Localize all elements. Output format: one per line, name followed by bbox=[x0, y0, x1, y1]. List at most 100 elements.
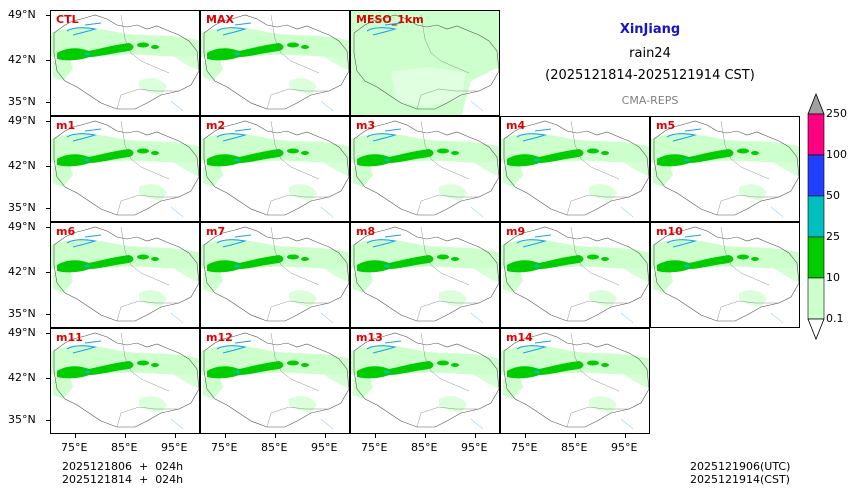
latitude-tick bbox=[46, 314, 50, 315]
longitude-label: 85°E bbox=[111, 441, 138, 454]
map-panel-m7: m7 bbox=[200, 222, 350, 328]
panel-label: m4 bbox=[506, 119, 526, 132]
longitude-tick bbox=[325, 434, 326, 438]
longitude-label: 75°E bbox=[361, 441, 388, 454]
precip-map bbox=[351, 226, 499, 324]
precip-map bbox=[651, 120, 799, 218]
precip-map bbox=[201, 226, 349, 324]
map-panel-m9: m9 bbox=[500, 222, 650, 328]
map-panel-m11: m11 bbox=[50, 328, 200, 434]
longitude-tick bbox=[475, 434, 476, 438]
longitude-label: 75°E bbox=[511, 441, 538, 454]
map-panel-m5: m5 bbox=[650, 116, 800, 222]
panel-label: m5 bbox=[656, 119, 676, 132]
panel-label: m3 bbox=[356, 119, 376, 132]
precip-map bbox=[501, 226, 649, 324]
panel-label: m2 bbox=[206, 119, 226, 132]
precip-map bbox=[501, 332, 649, 430]
longitude-label: 75°E bbox=[211, 441, 238, 454]
precip-map bbox=[51, 120, 199, 218]
precip-map bbox=[201, 120, 349, 218]
colorbar-segment bbox=[807, 277, 825, 320]
longitude-label: 95°E bbox=[461, 441, 488, 454]
map-panel-m13: m13 bbox=[350, 328, 500, 434]
panel-label: m1 bbox=[56, 119, 76, 132]
latitude-label: 42°N bbox=[8, 159, 36, 172]
latitude-label: 42°N bbox=[8, 265, 36, 278]
longitude-tick bbox=[75, 434, 76, 438]
precip-map bbox=[51, 14, 199, 112]
latitude-tick bbox=[46, 272, 50, 273]
longitude-tick bbox=[125, 434, 126, 438]
map-panel-m2: m2 bbox=[200, 116, 350, 222]
latitude-label: 49°N bbox=[8, 114, 36, 127]
longitude-label: 95°E bbox=[611, 441, 638, 454]
colorbar-level-label: 10 bbox=[826, 271, 840, 284]
colorbar-level-label: 250 bbox=[826, 107, 847, 120]
map-panel-m10: m10 bbox=[650, 222, 800, 328]
footer-utc: 2025121906(UTC) bbox=[690, 460, 791, 473]
latitude-label: 35°N bbox=[8, 307, 36, 320]
colorbar-level-label: 100 bbox=[826, 148, 847, 161]
footer-cst: 2025121914(CST) bbox=[690, 473, 790, 486]
colorbar-level-label: 25 bbox=[826, 230, 840, 243]
colorbar-level-label: 50 bbox=[826, 189, 840, 202]
latitude-tick bbox=[46, 166, 50, 167]
map-panel-m3: m3 bbox=[350, 116, 500, 222]
longitude-label: 85°E bbox=[561, 441, 588, 454]
panel-label: m7 bbox=[206, 225, 226, 238]
longitude-tick bbox=[275, 434, 276, 438]
panel-label: m9 bbox=[506, 225, 526, 238]
period-title: (2025121814-2025121914 CST) bbox=[545, 68, 755, 83]
panel-label: MAX bbox=[206, 13, 234, 26]
latitude-tick bbox=[46, 60, 50, 61]
footer-valid: 2025121814 + 024h bbox=[62, 473, 184, 486]
map-panel-m6: m6 bbox=[50, 222, 200, 328]
latitude-label: 49°N bbox=[8, 220, 36, 233]
map-panel-ctl: CTL bbox=[50, 10, 200, 116]
latitude-label: 49°N bbox=[8, 8, 36, 21]
latitude-tick bbox=[46, 102, 50, 103]
colorbar-segment bbox=[807, 113, 825, 156]
map-panel-meso-1km: MESO_1km bbox=[350, 10, 500, 116]
latitude-tick bbox=[46, 227, 50, 228]
latitude-tick bbox=[46, 121, 50, 122]
latitude-label: 42°N bbox=[8, 53, 36, 66]
precip-map bbox=[351, 120, 499, 218]
panel-label: m6 bbox=[56, 225, 76, 238]
colorbar bbox=[807, 92, 825, 341]
latitude-tick bbox=[46, 208, 50, 209]
precip-map bbox=[201, 332, 349, 430]
panel-label: MESO_1km bbox=[356, 13, 424, 26]
panel-label: m10 bbox=[656, 225, 683, 238]
longitude-tick bbox=[425, 434, 426, 438]
panel-label: m13 bbox=[356, 331, 383, 344]
colorbar-extend-max bbox=[807, 92, 825, 115]
latitude-label: 49°N bbox=[8, 326, 36, 339]
map-panel-m14: m14 bbox=[500, 328, 650, 434]
region-title: XinJiang bbox=[619, 22, 681, 37]
precip-map bbox=[201, 14, 349, 112]
longitude-label: 85°E bbox=[411, 441, 438, 454]
panel-label: m11 bbox=[56, 331, 83, 344]
longitude-tick bbox=[575, 434, 576, 438]
longitude-label: 95°E bbox=[161, 441, 188, 454]
longitude-tick bbox=[525, 434, 526, 438]
longitude-tick bbox=[175, 434, 176, 438]
precip-map bbox=[501, 120, 649, 218]
precip-map bbox=[351, 332, 499, 430]
map-panel-m8: m8 bbox=[350, 222, 500, 328]
latitude-label: 42°N bbox=[8, 371, 36, 384]
map-panel-max: MAX bbox=[200, 10, 350, 116]
latitude-tick bbox=[46, 333, 50, 334]
latitude-tick bbox=[46, 15, 50, 16]
latitude-tick bbox=[46, 420, 50, 421]
precip-map bbox=[351, 11, 499, 115]
map-panel-m1: m1 bbox=[50, 116, 200, 222]
latitude-label: 35°N bbox=[8, 95, 36, 108]
colorbar-segment bbox=[807, 236, 825, 279]
longitude-label: 95°E bbox=[311, 441, 338, 454]
colorbar-segment bbox=[807, 154, 825, 197]
footer-init: 2025121806 + 024h bbox=[62, 460, 184, 473]
